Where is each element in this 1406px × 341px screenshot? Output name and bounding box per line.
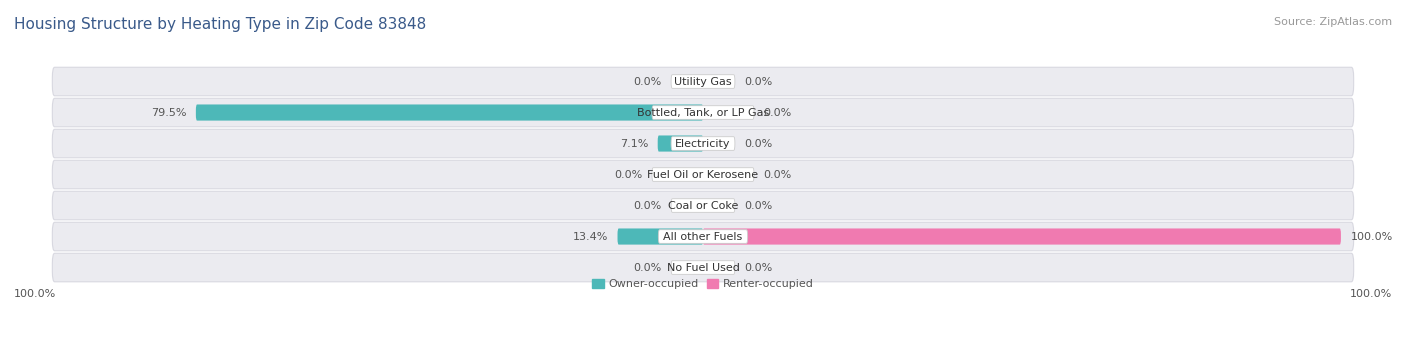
Text: Utility Gas: Utility Gas [675,76,731,87]
Text: 13.4%: 13.4% [572,232,607,241]
FancyBboxPatch shape [703,228,1341,244]
Text: Electricity: Electricity [675,138,731,149]
Text: Bottled, Tank, or LP Gas: Bottled, Tank, or LP Gas [637,107,769,118]
Text: Source: ZipAtlas.com: Source: ZipAtlas.com [1274,17,1392,27]
FancyBboxPatch shape [658,230,748,243]
Text: 0.0%: 0.0% [744,263,773,272]
Text: 79.5%: 79.5% [150,107,186,118]
FancyBboxPatch shape [617,228,703,244]
Text: 0.0%: 0.0% [744,76,773,87]
Text: 0.0%: 0.0% [633,201,662,210]
Text: Housing Structure by Heating Type in Zip Code 83848: Housing Structure by Heating Type in Zip… [14,17,426,32]
Text: 0.0%: 0.0% [633,76,662,87]
FancyBboxPatch shape [195,104,703,121]
FancyBboxPatch shape [658,135,703,152]
FancyBboxPatch shape [671,75,735,88]
FancyBboxPatch shape [52,67,1354,96]
Text: 100.0%: 100.0% [1350,288,1392,299]
FancyBboxPatch shape [52,160,1354,189]
FancyBboxPatch shape [652,168,754,181]
Text: 0.0%: 0.0% [744,201,773,210]
FancyBboxPatch shape [52,222,1354,251]
FancyBboxPatch shape [52,253,1354,282]
Text: Coal or Coke: Coal or Coke [668,201,738,210]
Text: All other Fuels: All other Fuels [664,232,742,241]
Text: 0.0%: 0.0% [614,169,643,179]
FancyBboxPatch shape [52,129,1354,158]
FancyBboxPatch shape [52,98,1354,127]
FancyBboxPatch shape [671,261,735,275]
FancyBboxPatch shape [652,106,754,119]
Text: 0.0%: 0.0% [763,169,792,179]
Text: 100.0%: 100.0% [1351,232,1393,241]
Legend: Owner-occupied, Renter-occupied: Owner-occupied, Renter-occupied [588,274,818,294]
Text: 0.0%: 0.0% [633,263,662,272]
Text: 0.0%: 0.0% [763,107,792,118]
FancyBboxPatch shape [671,137,735,150]
FancyBboxPatch shape [52,191,1354,220]
Text: 7.1%: 7.1% [620,138,648,149]
Text: 100.0%: 100.0% [14,288,56,299]
FancyBboxPatch shape [671,199,735,212]
Text: No Fuel Used: No Fuel Used [666,263,740,272]
Text: Fuel Oil or Kerosene: Fuel Oil or Kerosene [647,169,759,179]
Text: 0.0%: 0.0% [744,138,773,149]
